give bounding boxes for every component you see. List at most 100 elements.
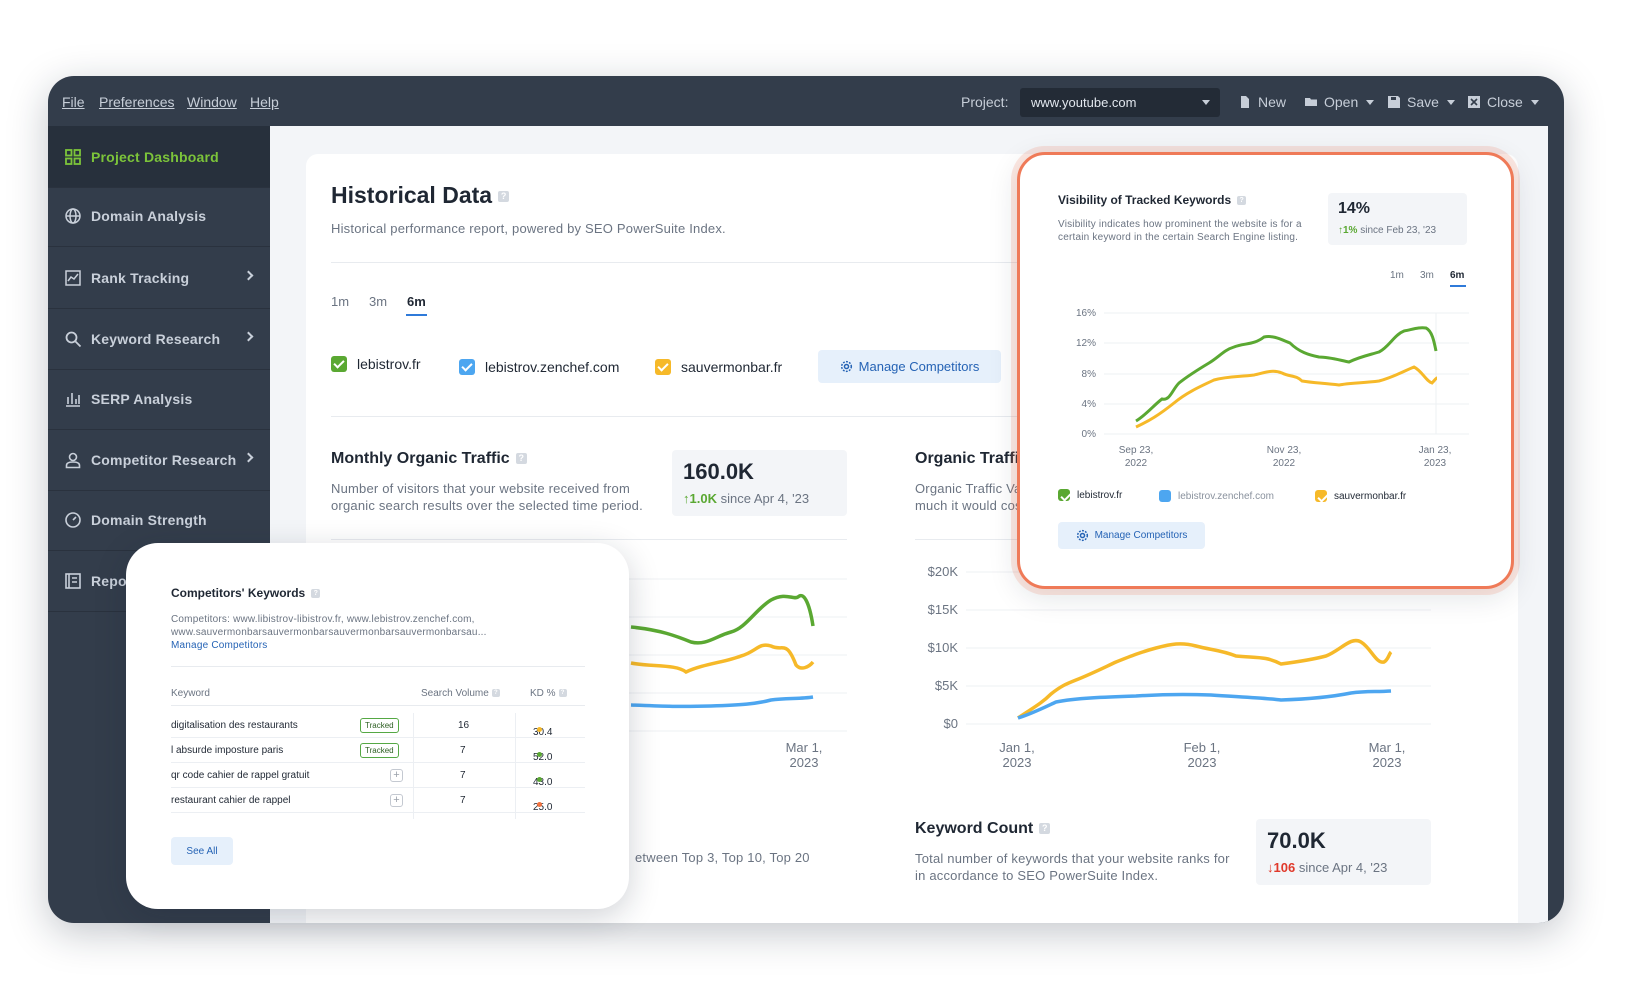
tab-6m[interactable]: 6m — [1450, 270, 1465, 281]
y-tick-label: $20K — [927, 564, 958, 579]
chevron-right-icon — [243, 331, 254, 342]
x-tick-label: Mar 1, 2023 — [1356, 740, 1418, 770]
column-header-volume[interactable]: Search Volume? — [421, 688, 500, 699]
open-button[interactable]: Open — [1304, 94, 1375, 110]
x-tick-year: 2023 — [1002, 755, 1032, 770]
checkbox-icon — [1315, 490, 1327, 502]
add-keyword-button[interactable]: + — [390, 769, 403, 782]
project-select[interactable]: www.youtube.com — [1020, 88, 1220, 117]
sidebar-item-label: Keyword Research — [91, 330, 221, 347]
sidebar-item-label: Domain Strength — [91, 511, 207, 528]
add-keyword-button[interactable]: + — [390, 794, 403, 807]
column-header-keyword[interactable]: Keyword — [171, 688, 210, 699]
sidebar-item-keyword-research[interactable]: Keyword Research — [48, 308, 270, 370]
monthly-traffic-title-text: Monthly Organic Traffic — [331, 450, 510, 467]
sidebar-item-project-dashboard[interactable]: Project Dashboard — [48, 126, 270, 188]
menu-help[interactable]: Help — [250, 94, 279, 110]
help-icon[interactable]: ? — [515, 453, 527, 465]
help-icon[interactable]: ? — [491, 689, 500, 698]
tab-3m[interactable]: 3m — [369, 294, 388, 309]
x-tick-label: Jan 1, 2023 — [986, 740, 1048, 770]
competitors-keywords-title: Competitors' Keywords? — [171, 586, 321, 600]
manage-competitors-button[interactable]: Manage Competitors — [1058, 522, 1205, 549]
help-icon[interactable]: ? — [311, 589, 321, 599]
help-icon[interactable]: ? — [1237, 196, 1247, 206]
volume-cell: 7 — [460, 795, 466, 806]
chevron-down-icon — [1530, 99, 1539, 105]
column-header-volume-text: Search Volume — [421, 688, 489, 699]
stat-delta: ↓106 since Apr 4, '23 — [1267, 860, 1387, 875]
competitor-checkbox-sauvermonbar[interactable]: sauvermonbar.fr — [1315, 490, 1406, 502]
menu-window[interactable]: Window — [187, 94, 237, 110]
status-dot-icon — [537, 727, 542, 732]
x-tick-month: Jan 23, — [1418, 445, 1452, 456]
x-tick-year: 2023 — [1423, 458, 1447, 469]
sidebar-item-label: SERP Analysis — [91, 390, 193, 407]
manage-competitors-link[interactable]: Manage Competitors — [171, 640, 268, 651]
gear-icon — [840, 360, 852, 373]
folder-open-icon — [1305, 98, 1317, 106]
column-header-kd-text: KD % — [530, 688, 556, 699]
column-divider — [515, 713, 516, 819]
status-dot-icon — [537, 802, 542, 807]
y-tick-label: 8% — [1081, 369, 1096, 380]
gauge-icon — [65, 511, 81, 528]
save-label: Save — [1407, 94, 1439, 110]
help-icon[interactable]: ? — [498, 191, 510, 203]
divider — [171, 666, 585, 667]
tab-1m[interactable]: 1m — [331, 294, 350, 309]
sidebar-item-rank-tracking[interactable]: Rank Tracking — [48, 247, 270, 309]
stat-since: since Feb 23, '23 — [1360, 225, 1437, 236]
y-tick-label: 0% — [1081, 429, 1096, 440]
keyword-count-title-text: Keyword Count — [915, 820, 1034, 837]
sidebar-item-serp-analysis[interactable]: SERP Analysis — [48, 368, 270, 430]
sidebar-item-domain-analysis[interactable]: Domain Analysis — [48, 185, 270, 247]
new-button[interactable]: New — [1238, 94, 1286, 110]
competitor-name: sauvermonbar.fr — [1334, 490, 1407, 502]
keyword-cell: qr code cahier de rappel gratuit — [171, 770, 310, 781]
save-button[interactable]: Save — [1387, 94, 1455, 110]
keyword-count-title: Keyword Count? — [915, 820, 1051, 838]
sidebar-item-competitor-research[interactable]: Competitor Research — [48, 429, 270, 491]
open-label: Open — [1324, 94, 1359, 110]
competitor-checkbox-sauvermonbar[interactable]: sauvermonbar.fr — [655, 359, 782, 375]
menu-file[interactable]: File — [62, 94, 85, 110]
monthly-traffic-stat: 160.0K ↑1.0K since Apr 4, '23 — [672, 450, 847, 516]
help-icon[interactable]: ? — [558, 689, 567, 698]
partial-description: etween Top 3, Top 10, Top 20 — [635, 850, 810, 865]
visibility-chart — [1104, 312, 1469, 435]
help-icon[interactable]: ? — [1039, 823, 1051, 835]
chart-line-icon — [65, 269, 81, 286]
divider — [171, 705, 585, 706]
y-tick-label: $15K — [927, 602, 958, 617]
competitor-name: lebistrov.zenchef.com — [1178, 490, 1274, 502]
y-tick-label: 16% — [1075, 308, 1096, 319]
competitor-name: lebistrov.fr — [1077, 489, 1123, 501]
menu-preferences[interactable]: Preferences — [99, 94, 175, 110]
tab-6m[interactable]: 6m — [407, 294, 426, 309]
x-tick-month: Sep 23, — [1118, 445, 1154, 456]
competitor-checkbox-lebistrov[interactable]: lebistrov.fr — [1058, 489, 1122, 501]
see-all-button[interactable]: See All — [171, 837, 233, 865]
sidebar-item-domain-strength[interactable]: Domain Strength — [48, 489, 270, 551]
competitors-keywords-card: Competitors' Keywords? Competitors: www.… — [126, 543, 629, 909]
competitor-checkbox-zenchef[interactable]: lebistrov.zenchef.com — [1159, 490, 1274, 502]
stat-since: since Apr 4, '23 — [1298, 860, 1388, 875]
stat-delta-value: 1% — [1343, 225, 1358, 236]
tab-1m[interactable]: 1m — [1390, 270, 1404, 281]
close-button[interactable]: Close — [1467, 94, 1539, 110]
volume-cell: 7 — [460, 745, 466, 756]
monthly-traffic-title: Monthly Organic Traffic? — [331, 450, 527, 468]
competitor-checkbox-lebistrov[interactable]: lebistrov.fr — [331, 356, 421, 372]
visibility-stat: 14% ↑1% since Feb 23, '23 — [1328, 193, 1467, 245]
chevron-right-icon — [243, 452, 254, 463]
manage-competitors-button[interactable]: Manage Competitors — [818, 350, 1001, 383]
stat-value: 160.0K — [683, 459, 754, 484]
checkbox-icon — [459, 359, 475, 375]
competitor-checkbox-zenchef[interactable]: lebistrov.zenchef.com — [459, 359, 619, 375]
kd-value: 25.0 — [533, 802, 553, 813]
column-header-kd[interactable]: KD %? — [530, 688, 567, 699]
stat-delta-value: 106 — [1273, 860, 1296, 875]
chevron-down-icon — [1202, 100, 1210, 105]
tab-3m[interactable]: 3m — [1420, 270, 1434, 281]
